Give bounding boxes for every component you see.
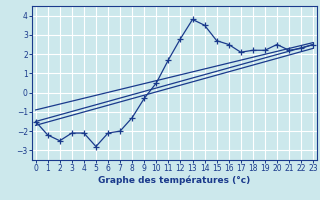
X-axis label: Graphe des températures (°c): Graphe des températures (°c) xyxy=(98,176,251,185)
